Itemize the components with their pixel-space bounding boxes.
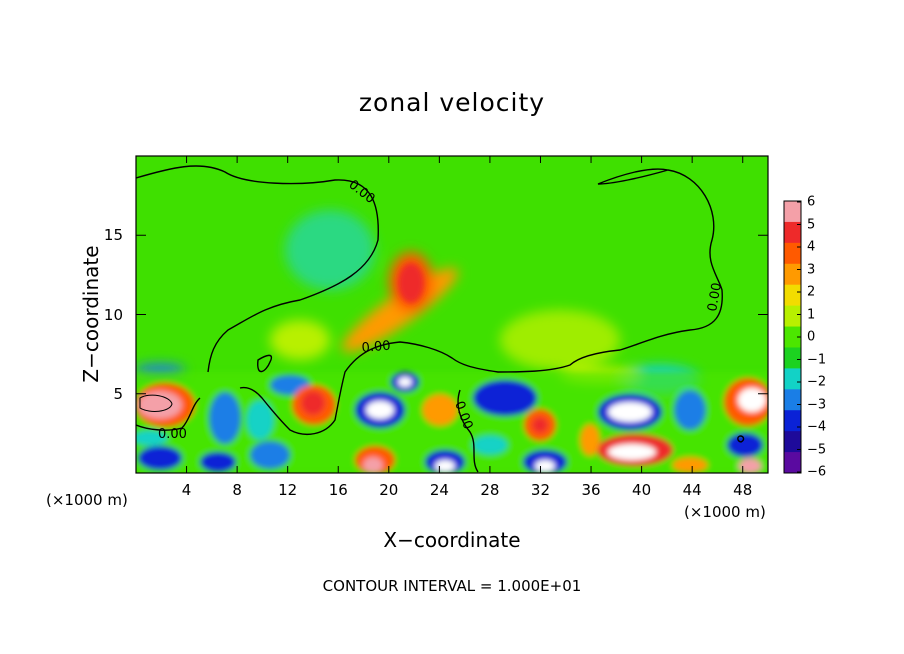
colorbar-swatch xyxy=(784,347,801,369)
colorbar-label: 4 xyxy=(807,239,816,255)
colorbar-label: −1 xyxy=(807,352,827,367)
chart-title: zonal velocity xyxy=(358,88,546,117)
y-tick-label: 10 xyxy=(103,305,123,324)
x-tick-label: 4 xyxy=(181,481,192,499)
y-tick-label: 5 xyxy=(113,384,123,403)
y-axis-label: Z−coordinate xyxy=(79,245,103,383)
x-tick-label: 24 xyxy=(429,481,449,499)
y-tick-label: 15 xyxy=(103,226,123,245)
contour-label: 0.00 xyxy=(361,339,391,356)
contour-label: 0.00 xyxy=(158,427,187,442)
x-tick-label: 28 xyxy=(480,481,500,499)
colorbar-swatch xyxy=(784,221,801,244)
colorbar-label: 6 xyxy=(807,194,816,210)
x-tick-label: 36 xyxy=(581,481,601,499)
x-tick-label: 32 xyxy=(530,481,551,499)
colorbar-swatch xyxy=(784,305,801,328)
colorbar-swatch xyxy=(784,242,801,265)
x-axis-label: X−coordinate xyxy=(383,528,521,552)
colorbar-label: −3 xyxy=(807,397,827,412)
colorbar-swatch xyxy=(784,326,801,348)
x-tick-label: 48 xyxy=(733,481,753,499)
colorbar-swatch xyxy=(784,389,801,411)
colorbar-label: 5 xyxy=(807,217,816,232)
colorbar-swatch xyxy=(784,284,801,307)
colorbar-label: −6 xyxy=(807,464,827,480)
contour-interval-text: CONTOUR INTERVAL = 1.000E+01 xyxy=(322,577,582,595)
x-unit-label-left: (×1000 m) xyxy=(46,491,128,509)
x-tick-label: 12 xyxy=(278,481,298,499)
x-unit-label-right: (×1000 m) xyxy=(684,503,766,521)
colorbar-label: 0 xyxy=(807,329,816,345)
x-tick-label: 20 xyxy=(379,481,399,499)
colorbar-swatch xyxy=(784,452,801,474)
colorbar-swatch xyxy=(784,431,801,453)
colorbar-swatch xyxy=(784,410,801,432)
heatmap-field xyxy=(136,156,768,473)
contour-label: 0.00 xyxy=(705,282,725,313)
colorbar-swatch xyxy=(784,201,801,223)
colorbar-swatch xyxy=(784,263,801,286)
x-tick-label: 8 xyxy=(232,481,242,499)
colorbar-label: 3 xyxy=(807,262,816,277)
colorbar-label: 2 xyxy=(807,284,816,300)
x-tick-label: 40 xyxy=(632,481,652,499)
colorbar-swatch xyxy=(784,368,801,390)
colorbar-label: −2 xyxy=(807,374,827,390)
colorbar-label: 1 xyxy=(807,307,816,322)
colorbar-label: −4 xyxy=(807,419,827,435)
colorbar-label: −5 xyxy=(807,442,827,457)
x-tick-label: 16 xyxy=(328,481,348,499)
x-tick-label: 44 xyxy=(682,481,702,499)
